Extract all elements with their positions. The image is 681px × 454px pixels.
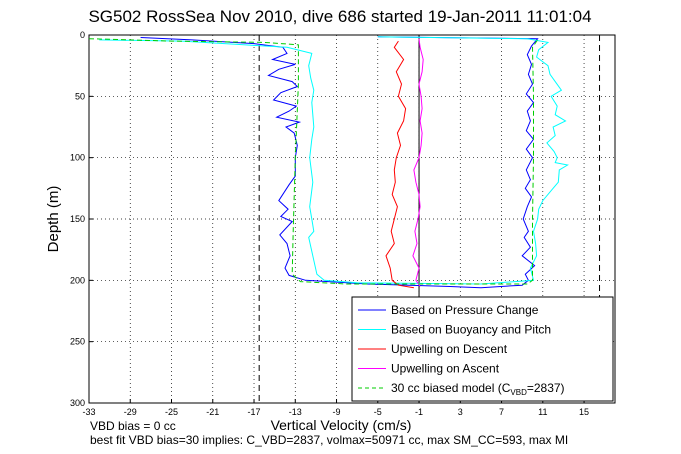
legend-label: Upwelling on Ascent <box>391 362 500 376</box>
x-ticks: -33 -29 -25 -21 -17 -13 -9 -5 -1 3 7 11 15 <box>82 399 589 417</box>
x-tick-label: -1 <box>415 407 423 417</box>
x-tick-label: -29 <box>124 407 137 417</box>
series-line-1 <box>140 36 539 289</box>
x-tick-label: -33 <box>82 407 95 417</box>
x-tick-label: 15 <box>579 407 589 417</box>
x-tick-label: -13 <box>289 407 302 417</box>
x-tick-label: -25 <box>165 407 178 417</box>
series-line-3 <box>385 40 414 289</box>
footer-best-fit: best fit VBD bias=30 implies: C_VBD=2837… <box>90 433 568 447</box>
y-tick-label: 200 <box>70 275 85 285</box>
x-axis-label: Vertical Velocity (cm/s) <box>271 417 412 433</box>
series-line-2 <box>99 36 569 285</box>
legend-label: Upwelling on Descent <box>391 342 508 356</box>
y-tick-label: 300 <box>70 398 85 408</box>
y-tick-label: 0 <box>80 30 85 40</box>
y-tick-label: 150 <box>70 214 85 224</box>
x-tick-label: -21 <box>206 407 219 417</box>
legend-box <box>351 296 614 402</box>
legend: Based on Pressure Change Based on Buoyanc… <box>351 296 614 402</box>
y-ticks: 0 50 100 150 200 250 300 <box>70 30 93 408</box>
x-tick-label: 3 <box>458 407 463 417</box>
footer-vbd-bias: VBD bias = 0 cc <box>90 419 176 433</box>
series-line-4 <box>412 38 424 287</box>
legend-label: Based on Buoyancy and Pitch <box>391 323 551 337</box>
y-tick-label: 100 <box>70 153 85 163</box>
x-tick-label: -17 <box>248 407 261 417</box>
y-tick-label: 50 <box>75 91 85 101</box>
legend-label: Based on Pressure Change <box>391 303 539 317</box>
x-tick-label: -5 <box>374 407 382 417</box>
series-line-5 <box>88 38 539 285</box>
legend-label: 30 cc biased model (CVBD=2837) <box>391 381 565 397</box>
y-axis-label: Depth (m) <box>45 186 62 253</box>
y-tick-label: 250 <box>70 337 85 347</box>
x-tick-label: 7 <box>499 407 504 417</box>
x-tick-label: -9 <box>333 407 341 417</box>
chart-title: SG502 RossSea Nov 2010, dive 686 started… <box>88 7 591 26</box>
series-group <box>88 36 569 289</box>
x-tick-label: 11 <box>538 407 547 417</box>
